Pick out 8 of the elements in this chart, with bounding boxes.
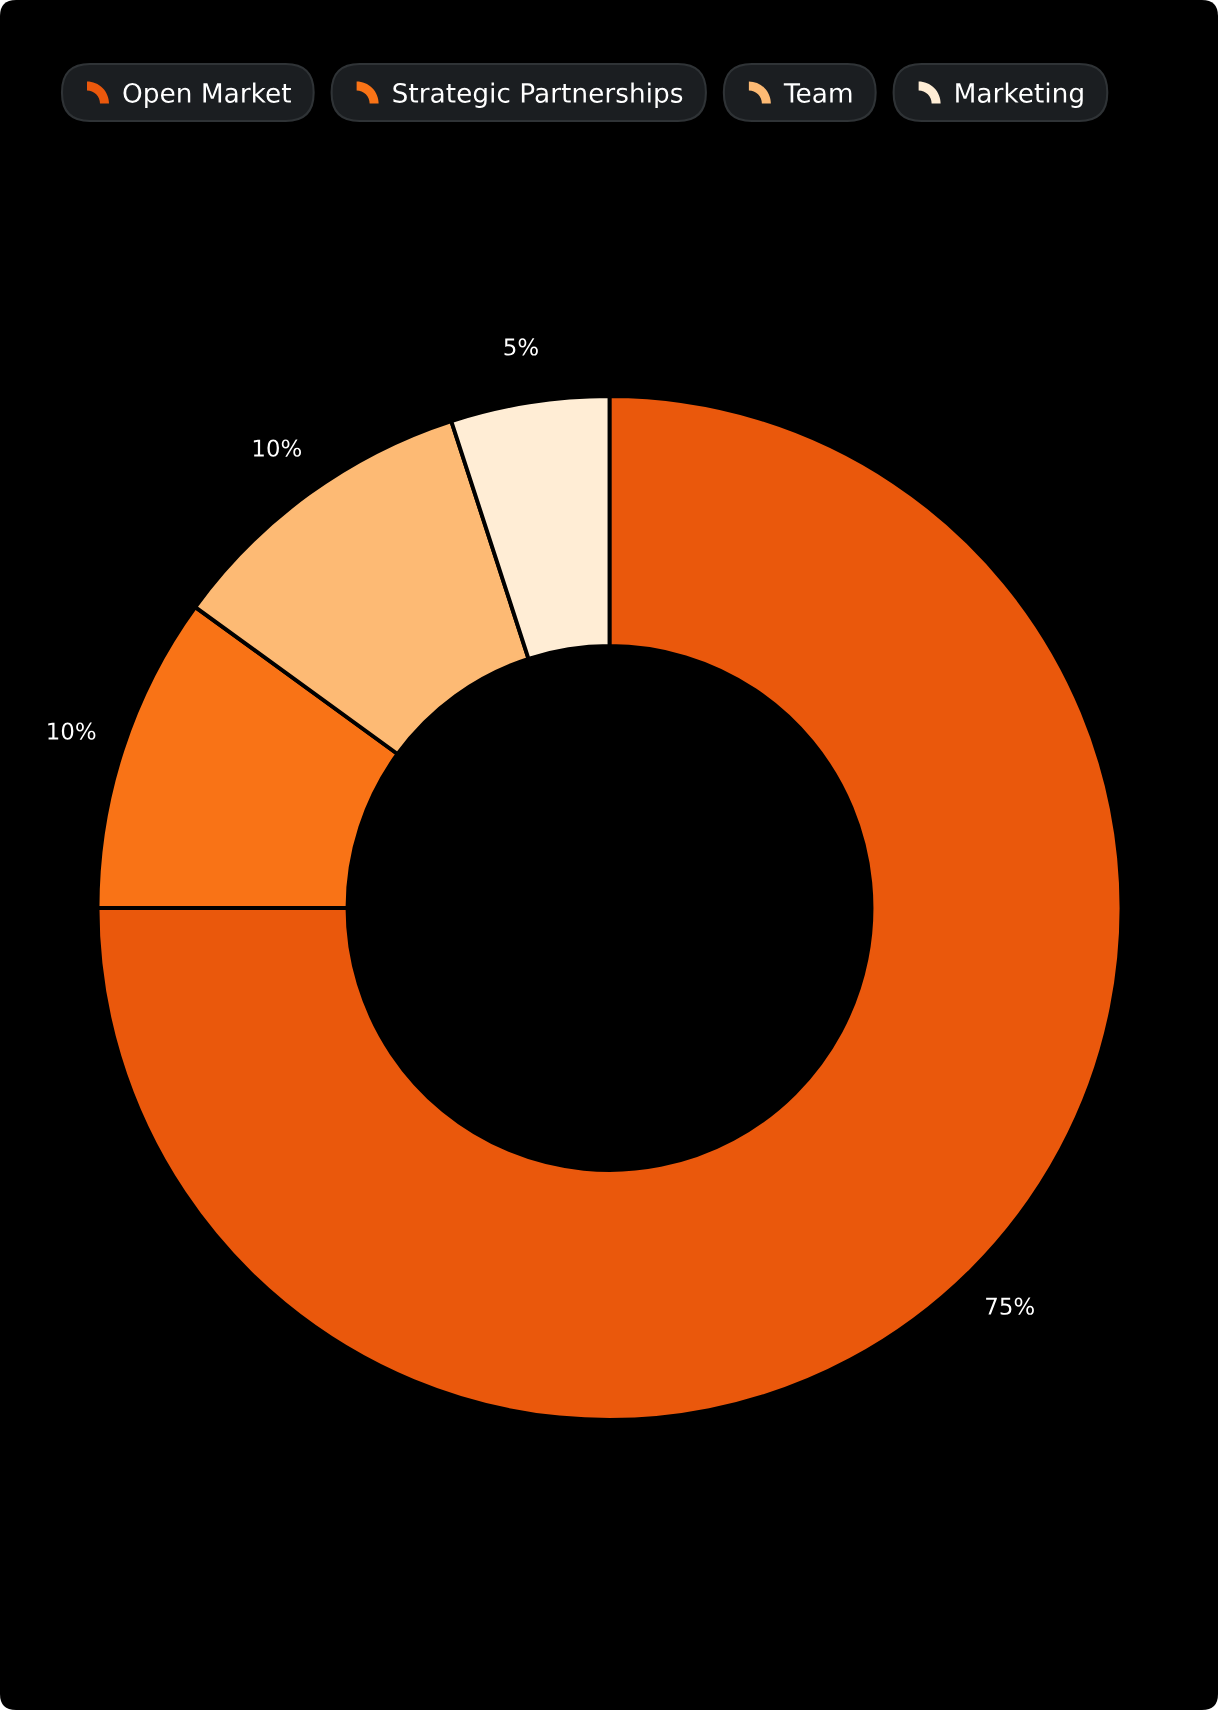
legend-label: Team — [783, 83, 852, 103]
data-label: 75% — [986, 1297, 1034, 1315]
legend-label: Marketing — [956, 82, 1083, 109]
data-label: 10% — [48, 722, 96, 740]
data-label: 5% — [504, 338, 538, 356]
legend-label: Open Market — [123, 82, 291, 109]
data-label: 10% — [253, 439, 302, 457]
legend-label: Strategic Partnerships — [393, 82, 683, 109]
